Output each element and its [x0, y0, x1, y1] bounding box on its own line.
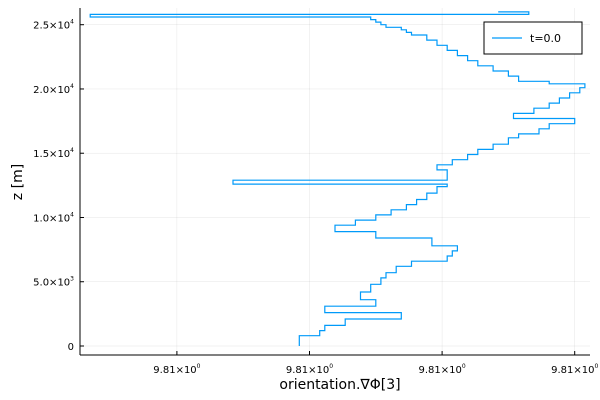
x-tick-label: 9.81×100	[286, 363, 333, 376]
grid	[80, 8, 590, 355]
series-group	[89, 11, 586, 346]
y-tick-label: 1.0×104	[33, 211, 74, 224]
y-tick-label: 5.0×103	[33, 276, 74, 289]
legend-label: t=0.0	[530, 32, 561, 45]
legend: t=0.0	[483, 21, 583, 55]
series-line	[89, 11, 586, 346]
x-tick-label: 9.81×100	[153, 363, 200, 376]
tick-labels: 0 5.0×103 1.0×104 1.5×104 2.0×104 2.5×104 9.81…	[33, 19, 598, 376]
y-tick-label: 2.5×104	[33, 19, 74, 32]
y-tick-label: 2.0×104	[33, 83, 74, 96]
y-tick-label: 1.5×104	[33, 147, 74, 160]
axes	[79, 8, 590, 356]
x-tick-label: 9.81×100	[551, 363, 598, 376]
y-tick-label: 0	[68, 342, 74, 353]
x-tick-label: 9.81×100	[418, 363, 465, 376]
x-axis-label: orientation.∇Φ[3]	[279, 377, 400, 393]
y-axis-label: z [m]	[10, 164, 26, 200]
